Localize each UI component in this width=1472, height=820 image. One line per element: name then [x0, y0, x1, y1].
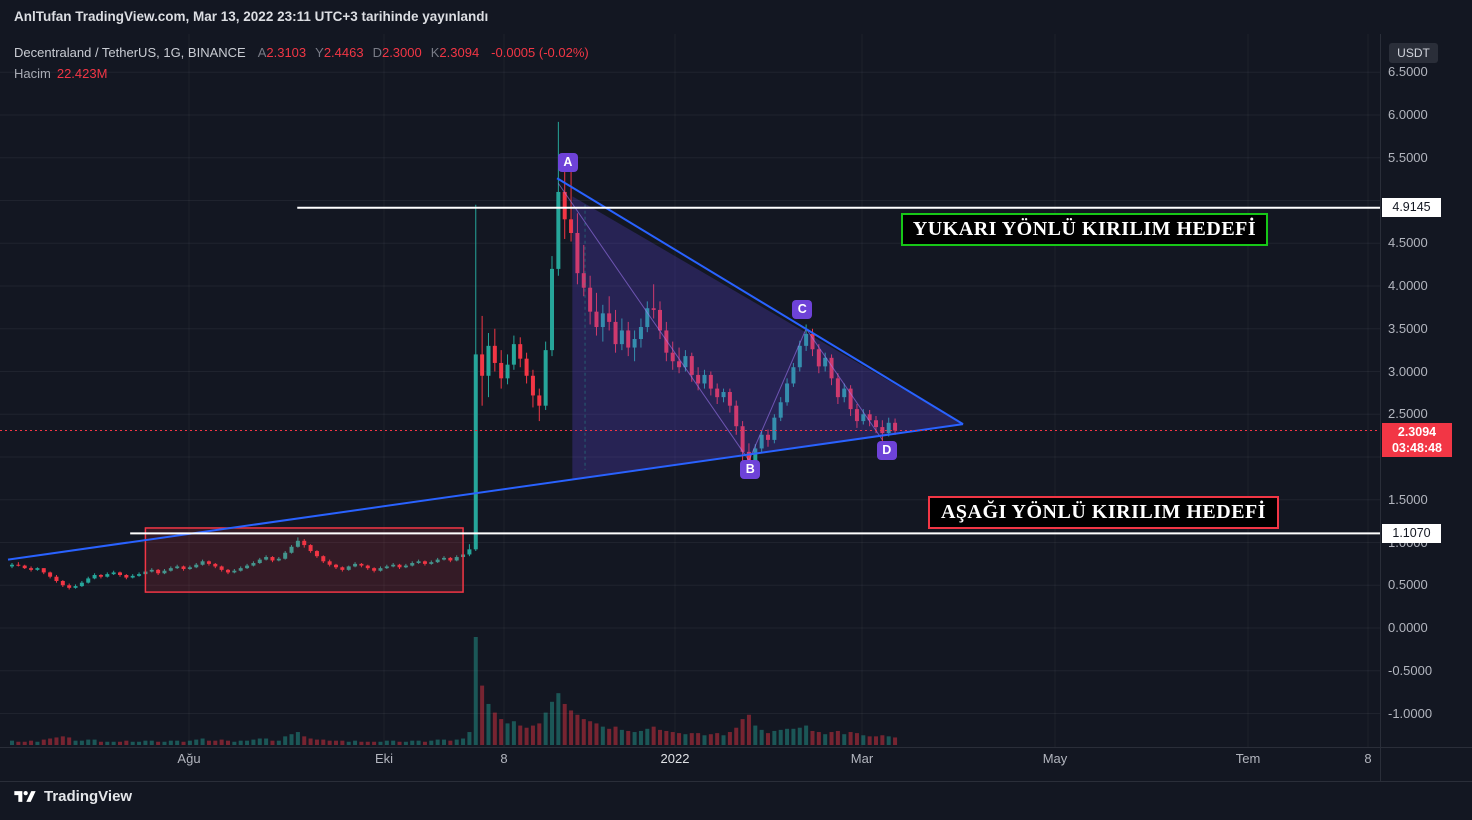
current-price-badge: 2.3094 03:48:48 [1382, 422, 1452, 457]
ohlc-value: 2.3103 [266, 45, 307, 60]
candles [10, 121, 898, 590]
tradingview-logo-icon[interactable] [13, 787, 37, 806]
time-axis-label: 8 [1364, 751, 1372, 766]
price-axis-label: 3.5000 [1388, 320, 1428, 336]
footer: TradingView [13, 787, 132, 806]
pattern-point-B[interactable]: B [740, 460, 761, 480]
volume-value: 22.423M [56, 66, 108, 81]
price-axis-label: 4.0000 [1388, 278, 1428, 293]
time-axis-label: Eki [374, 751, 394, 766]
time-axis-label: 2022 [660, 751, 690, 766]
current-price-value: 2.3094 [1397, 424, 1437, 439]
publish-attribution: AnlTufan TradingView.com, Mar 13, 2022 2… [14, 9, 489, 24]
footer-brand[interactable]: TradingView [44, 788, 133, 805]
target-label-2[interactable]: AŞAĞI YÖNLÜ KIRILIM HEDEFİ [928, 496, 1279, 529]
ohlc-value: 2.4463 [323, 45, 364, 60]
price-level-badge: 4.9145 [1382, 198, 1441, 218]
triangle-pattern-fill[interactable] [572, 196, 964, 481]
price-axis-label: 6.5000 [1388, 64, 1428, 80]
ohlc-key: D [372, 45, 382, 60]
trendline-1[interactable] [556, 177, 964, 425]
volume-label: Hacim [14, 66, 51, 81]
price-axis-label: 4.5000 [1388, 235, 1428, 251]
volume-legend: Hacim 22.423M [14, 66, 107, 81]
bar-countdown: 03:48:48 [1391, 440, 1443, 455]
price-axis-label: -0.5000 [1388, 662, 1433, 678]
ohlc-value: 2.3094 [439, 45, 480, 60]
price-axis-label: 3.0000 [1388, 363, 1428, 379]
time-axis-label: Tem [1235, 751, 1261, 766]
price-axis-label: 5.5000 [1388, 149, 1428, 165]
ohlc-key: Y [315, 45, 324, 60]
time-axis-label: 8 [500, 751, 508, 766]
price-level-badge: 1.1070 [1382, 523, 1441, 543]
ohlc-value: 2.3000 [381, 45, 422, 60]
pattern-point-D[interactable]: D [876, 440, 897, 460]
time-axis-label: Mar [850, 751, 874, 766]
price-axis-label: -1.0000 [1388, 705, 1433, 721]
ohlc-values: A2.3103 Y2.4463 D2.3000 K2.3094 [258, 45, 479, 60]
price-axis-label: 1.5000 [1388, 491, 1428, 507]
pattern-point-C[interactable]: C [792, 300, 813, 320]
time-axis-label: Ağu [177, 751, 201, 766]
price-axis-label: 2.5000 [1388, 406, 1428, 422]
time-axis-label: May [1042, 751, 1068, 766]
chart-legend: Decentraland / TetherUS, 1G, BINANCE A2.… [14, 45, 589, 60]
price-axis-label: 0.5000 [1388, 577, 1428, 593]
grid-vertical [188, 34, 1369, 747]
price-change: -0.0005 (-0.02%) [491, 45, 589, 60]
abcd-pattern-lines[interactable] [557, 183, 883, 462]
grid-horizontal [0, 71, 1380, 714]
trendline-2[interactable] [7, 423, 964, 561]
ohlc-key: A [257, 45, 267, 60]
pattern-point-A[interactable]: A [557, 153, 578, 173]
symbol-title[interactable]: Decentraland / TetherUS, 1G, BINANCE [14, 45, 246, 60]
price-axis-label: 0.0000 [1388, 620, 1428, 635]
target-label-1[interactable]: YUKARI YÖNLÜ KIRILIM HEDEFİ [901, 213, 1268, 246]
currency-toggle-button[interactable]: USDT [1389, 43, 1438, 63]
consolidation-range-box[interactable] [144, 527, 464, 593]
ohlc-key: K [430, 45, 440, 60]
time-axis[interactable] [0, 748, 1380, 780]
price-axis[interactable] [1381, 34, 1472, 747]
volume-bars [10, 637, 898, 745]
price-axis-label: 6.0000 [1388, 107, 1428, 122]
